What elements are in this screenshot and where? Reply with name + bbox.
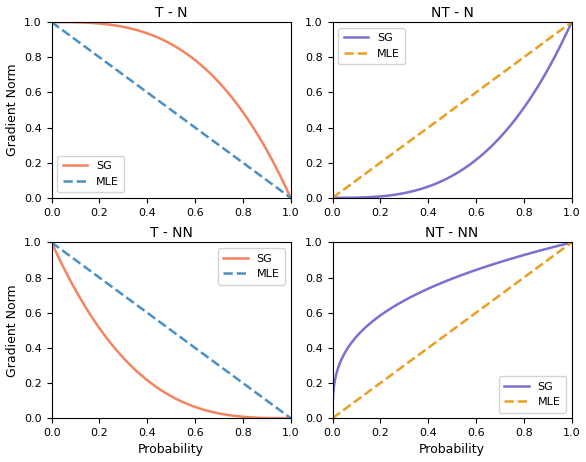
SG	[287, 195, 294, 201]
SG	[145, 378, 152, 384]
SG	[154, 384, 161, 390]
SG	[73, 288, 80, 294]
SG	[425, 286, 432, 291]
Line: SG: SG	[52, 22, 291, 198]
MLE	[520, 275, 527, 281]
MLE	[287, 195, 294, 201]
SG	[353, 333, 360, 339]
Line: SG: SG	[52, 243, 291, 418]
MLE	[145, 311, 152, 316]
Line: MLE: MLE	[332, 243, 571, 418]
SG	[568, 19, 575, 25]
SG	[212, 410, 219, 415]
MLE	[239, 159, 246, 165]
SG	[48, 240, 55, 245]
MLE	[434, 118, 441, 123]
X-axis label: Probability: Probability	[419, 444, 485, 456]
MLE	[234, 156, 241, 162]
X-axis label: Probability: Probability	[138, 444, 204, 456]
Line: MLE: MLE	[332, 22, 571, 198]
MLE	[568, 240, 575, 245]
Title: NT - N: NT - N	[431, 6, 473, 19]
SG	[434, 180, 441, 186]
Line: MLE: MLE	[52, 243, 291, 418]
SG	[212, 76, 219, 82]
SG	[493, 138, 500, 144]
SG	[434, 282, 441, 287]
Y-axis label: Gradient Norm: Gradient Norm	[5, 284, 19, 377]
MLE	[73, 258, 80, 263]
Title: T - N: T - N	[155, 6, 188, 19]
MLE	[48, 240, 55, 245]
SG	[239, 109, 246, 114]
SG	[493, 261, 500, 266]
MLE	[568, 19, 575, 25]
SG	[520, 252, 527, 258]
Legend: SG, MLE: SG, MLE	[218, 248, 285, 285]
SG	[329, 195, 336, 201]
Line: SG: SG	[332, 22, 571, 198]
MLE	[239, 380, 246, 385]
Line: SG: SG	[332, 243, 571, 418]
MLE	[73, 37, 80, 43]
MLE	[493, 74, 500, 80]
MLE	[434, 338, 441, 344]
SG	[568, 240, 575, 245]
Legend: SG, MLE: SG, MLE	[338, 28, 406, 64]
MLE	[287, 415, 294, 421]
SG	[287, 415, 294, 421]
SG	[516, 112, 523, 117]
SG	[154, 34, 161, 40]
SG	[145, 31, 152, 36]
MLE	[353, 397, 360, 403]
MLE	[48, 19, 55, 25]
MLE	[234, 377, 241, 382]
MLE	[212, 140, 219, 146]
SG	[520, 106, 527, 111]
SG	[516, 254, 523, 259]
MLE	[154, 317, 161, 322]
MLE	[516, 58, 523, 64]
SG	[73, 19, 80, 25]
SG	[425, 183, 432, 189]
SG	[329, 415, 336, 421]
Title: T - NN: T - NN	[149, 226, 193, 240]
Line: MLE: MLE	[52, 22, 291, 198]
MLE	[329, 195, 336, 201]
SG	[239, 414, 246, 419]
SG	[234, 103, 241, 108]
MLE	[425, 344, 432, 350]
MLE	[353, 177, 360, 182]
MLE	[425, 124, 432, 129]
MLE	[154, 97, 161, 102]
MLE	[516, 279, 523, 284]
Legend: SG, MLE: SG, MLE	[57, 156, 124, 192]
Title: NT - NN: NT - NN	[425, 226, 479, 240]
MLE	[520, 55, 527, 61]
MLE	[493, 295, 500, 300]
SG	[234, 413, 241, 419]
SG	[48, 19, 55, 25]
SG	[353, 195, 360, 201]
Legend: SG, MLE: SG, MLE	[499, 376, 566, 413]
Y-axis label: Gradient Norm: Gradient Norm	[5, 64, 19, 156]
MLE	[212, 360, 219, 366]
MLE	[145, 91, 152, 96]
MLE	[329, 415, 336, 421]
